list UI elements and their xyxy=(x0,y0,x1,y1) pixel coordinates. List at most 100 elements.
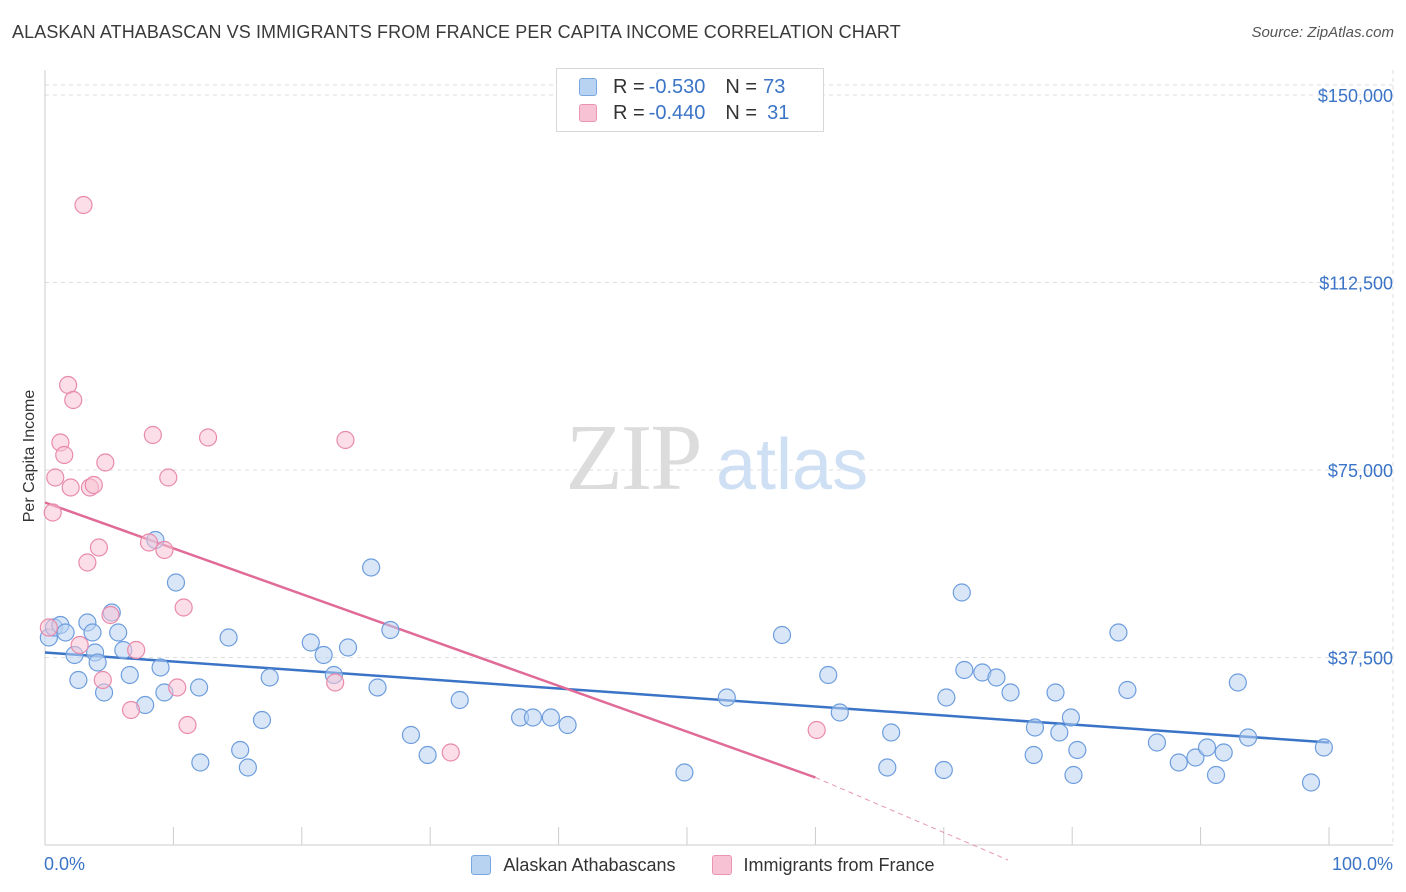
point-france xyxy=(78,553,97,572)
point-athabascan xyxy=(401,725,421,745)
point-athabascan xyxy=(772,625,792,645)
point-athabascan xyxy=(1118,680,1137,700)
legend-n-label: N = xyxy=(725,101,758,124)
point-athabascan xyxy=(1061,708,1081,727)
point-athabascan xyxy=(1109,623,1128,642)
point-athabascan xyxy=(955,660,974,680)
point-athabascan xyxy=(219,628,238,647)
point-athabascan xyxy=(120,665,139,685)
data-points xyxy=(39,195,1333,792)
point-france xyxy=(93,670,112,690)
point-athabascan xyxy=(1001,683,1020,702)
x-tick-label-start: 0.0% xyxy=(44,854,85,874)
point-athabascan xyxy=(1064,765,1083,785)
point-athabascan xyxy=(56,623,75,642)
legend-label-france: Immigrants from France xyxy=(743,854,935,875)
legend-n-label: N = xyxy=(725,75,758,98)
y-axis-label: Per Capita Income xyxy=(21,390,38,523)
point-france xyxy=(39,618,58,637)
point-france xyxy=(121,700,141,720)
point-athabascan xyxy=(252,710,272,730)
trend-line-athabascan xyxy=(44,651,1330,744)
point-athabascan xyxy=(362,558,381,577)
legend-item-france[interactable]: Immigrants from France xyxy=(711,854,935,876)
point-france xyxy=(807,720,826,740)
point-athabascan xyxy=(166,573,186,592)
correlation-legend: R = -0.530 N = 73 R = -0.440 N = 31 xyxy=(556,68,824,132)
point-athabascan xyxy=(1239,728,1258,747)
point-athabascan xyxy=(1214,743,1233,762)
point-athabascan xyxy=(987,668,1006,687)
legend-item-athabascans[interactable]: Alaskan Athabascans xyxy=(471,855,676,876)
legend-r-label: R = xyxy=(613,101,645,124)
point-france xyxy=(74,195,93,215)
grid-lines xyxy=(45,70,1394,845)
point-athabascan xyxy=(109,623,128,642)
point-athabascan xyxy=(1024,745,1043,765)
point-athabascan xyxy=(523,708,543,727)
point-athabascan xyxy=(934,760,953,780)
point-france xyxy=(174,598,193,617)
point-france xyxy=(101,605,120,625)
point-athabascan xyxy=(1025,718,1045,737)
point-athabascan xyxy=(1050,723,1069,742)
point-france xyxy=(178,715,197,735)
point-athabascan xyxy=(1169,753,1188,772)
point-athabascan xyxy=(418,745,437,765)
point-athabascan xyxy=(1186,748,1205,767)
y-tick-label: $75,000 xyxy=(1328,461,1393,481)
point-france xyxy=(84,475,103,495)
point-france xyxy=(61,478,80,497)
point-france xyxy=(96,453,115,472)
point-athabascan xyxy=(151,658,170,677)
point-athabascan xyxy=(69,670,88,690)
legend-row-athabascan: R = -0.530 N = 73 xyxy=(579,74,785,100)
y-tick-label: $112,500 xyxy=(1319,274,1393,294)
legend-r-label: R = xyxy=(613,75,645,98)
legend-row-france: R = -0.440 N = 31 xyxy=(579,100,789,126)
point-athabascan xyxy=(952,583,971,602)
point-france xyxy=(168,678,187,697)
point-france xyxy=(198,428,218,447)
legend-swatch-blue xyxy=(579,78,597,96)
legend-n-value: 31 xyxy=(767,101,790,124)
point-france xyxy=(336,430,355,450)
tick-labels: $37,500 $75,000 $112,500 $150,000 0.0% 100.0% xyxy=(44,86,1393,874)
point-france xyxy=(46,468,65,487)
point-athabascan xyxy=(830,703,849,722)
watermark-zip: ZIP xyxy=(566,406,701,510)
legend-n-value: 73 xyxy=(763,75,786,98)
point-athabascan xyxy=(301,633,320,652)
point-france xyxy=(441,743,460,762)
legend-r-value: -0.440 xyxy=(648,101,706,124)
watermark: ZIP atlas xyxy=(566,406,869,510)
point-france xyxy=(139,533,159,552)
legend-swatch-blue xyxy=(471,855,492,875)
point-athabascan xyxy=(189,678,209,697)
point-athabascan xyxy=(191,753,210,772)
point-athabascan xyxy=(381,620,400,640)
point-athabascan xyxy=(1228,673,1247,692)
series-legend: Alaskan Athabascans Immigrants from Fran… xyxy=(0,852,1406,878)
y-tick-label: $37,500 xyxy=(1328,649,1393,669)
point-athabascan xyxy=(1314,738,1333,757)
point-france xyxy=(64,390,83,410)
point-france xyxy=(155,540,174,560)
point-athabascan xyxy=(878,758,897,777)
point-athabascan xyxy=(717,688,736,707)
point-athabascan xyxy=(819,665,838,685)
point-athabascan xyxy=(1301,773,1321,792)
point-france xyxy=(70,635,89,655)
point-athabascan xyxy=(314,645,333,665)
chart-title: ALASKAN ATHABASCAN VS IMMIGRANTS FROM FR… xyxy=(12,22,901,42)
point-athabascan xyxy=(260,668,279,687)
source-label: Source: ZipAtlas.com xyxy=(1251,24,1394,41)
x-tick-label-end: 100.0% xyxy=(1332,854,1393,874)
point-athabascan xyxy=(1046,683,1065,702)
point-athabascan xyxy=(231,740,250,760)
axes xyxy=(44,70,1393,846)
point-france xyxy=(159,468,178,487)
point-athabascan xyxy=(1147,733,1167,752)
point-athabascan xyxy=(338,638,358,657)
legend-swatch-pink xyxy=(579,104,597,122)
